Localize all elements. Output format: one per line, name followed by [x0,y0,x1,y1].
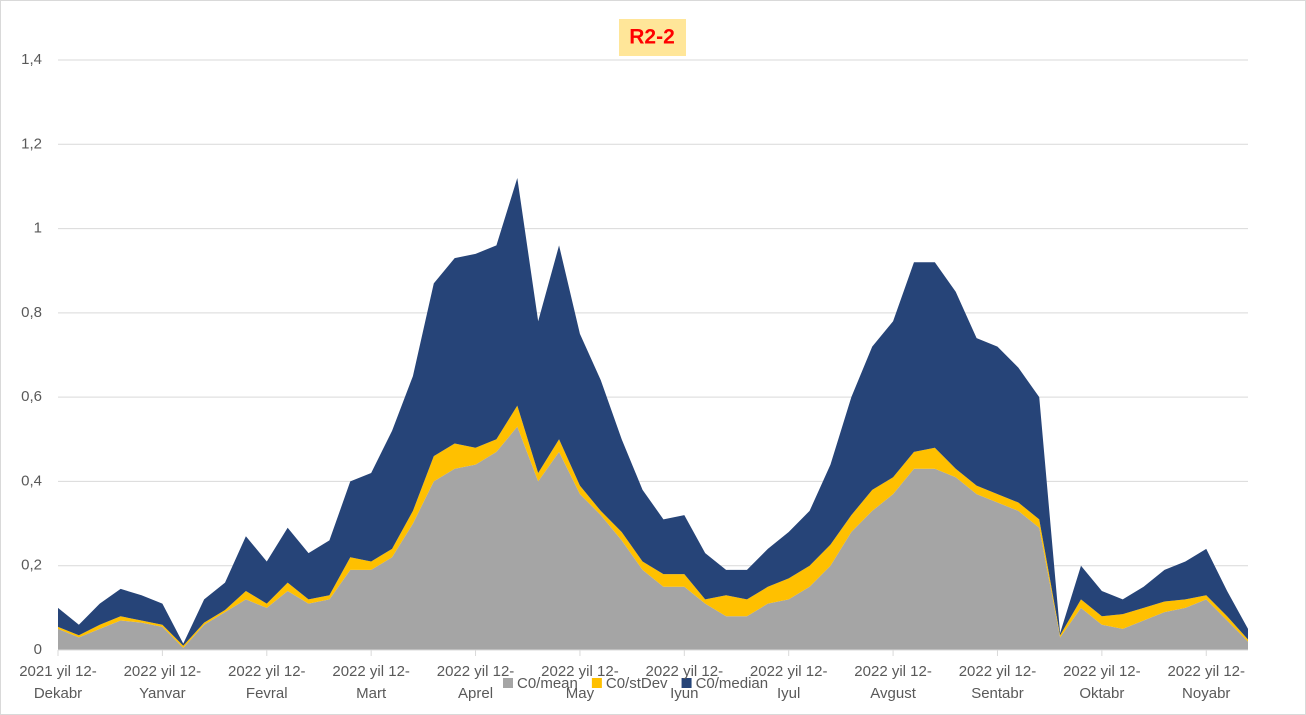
x-tick-label: 2022 yil 12- Avgust [854,663,932,702]
x-tick-label: 2022 yil 12- Mart [332,663,410,702]
y-tick-label: 0,4 [21,472,42,489]
legend-label: C0/median [696,675,769,692]
area [58,178,1248,646]
y-tick-label: 1,2 [21,135,42,152]
legend-swatch [503,678,513,688]
x-tick-label: 2022 yil 12- Aprel [436,663,515,702]
x-tick-label: 2022 yil 12- Iyun [645,663,724,702]
legend-swatch [591,678,602,688]
y-tick-label: 0,2 [21,557,42,574]
y-tick-label: 1,4 [21,51,42,68]
legend-swatch [681,678,692,688]
x-tick-label: 2021 yil 12- Dekabr [19,663,97,702]
x-tick-label: 2022 yil 12- Sentabr [958,663,1037,702]
x-tick-label: 2022 yil 12- Fevral [227,663,306,702]
area [58,405,1248,648]
chart-title: R2-2 [629,26,675,49]
y-tick-label: 0,8 [21,304,42,321]
x-tick-label: 2022 yil 12- Yanvar [123,663,202,702]
x-tick-label: 2022 yil 12- Noyabr [1167,663,1246,702]
legend-label: C0/stDev [606,675,668,692]
area [58,426,1248,650]
legend-label: C0/mean [517,675,578,692]
x-tick-label: 2022 yil 12- Iyul [749,663,828,702]
y-tick-label: 1 [34,220,42,237]
x-tick-label: 2022 yil 12- May [541,663,619,702]
y-tick-label: 0 [34,641,42,658]
title-box [619,19,686,56]
x-tick-label: 2022 yil 12- Oktabr [1063,663,1141,702]
y-tick-label: 0,6 [21,388,42,405]
